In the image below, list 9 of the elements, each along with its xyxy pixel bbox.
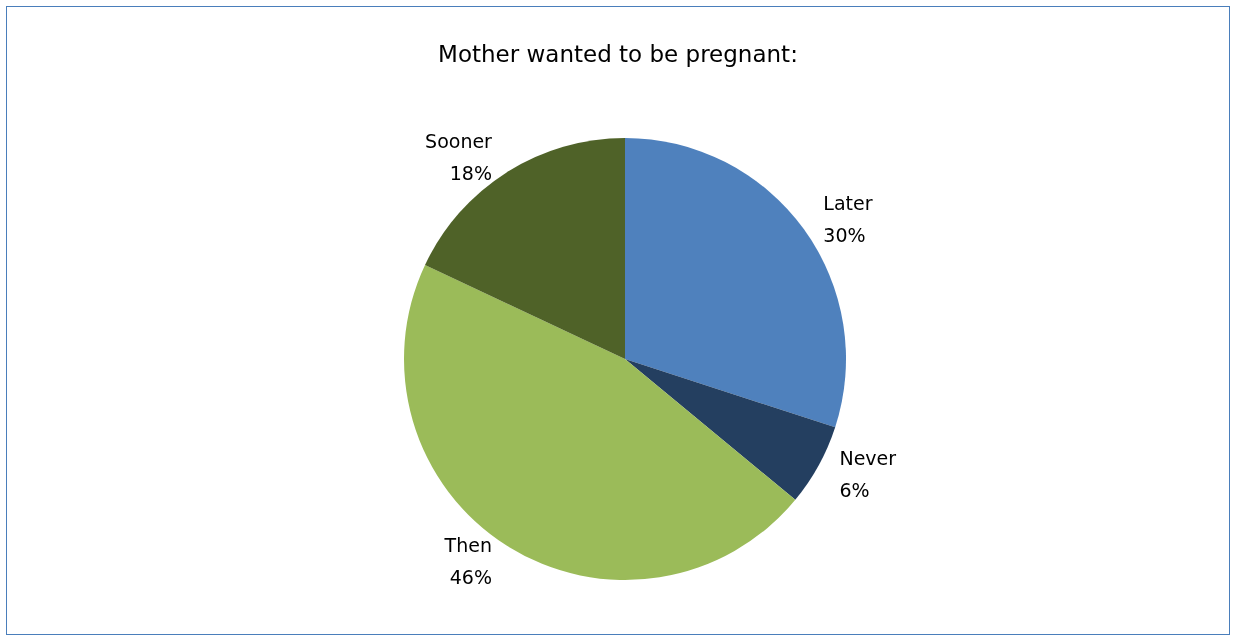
slice-label: Then bbox=[443, 533, 492, 556]
slice-label: Later bbox=[823, 191, 873, 214]
data-label: 30% bbox=[823, 223, 866, 246]
slice-label: Never bbox=[839, 447, 897, 470]
data-label: 18% bbox=[449, 162, 492, 185]
slice-label: Sooner bbox=[425, 130, 493, 153]
chart-title: Mother wanted to be pregnant: bbox=[438, 40, 798, 67]
data-label: 46% bbox=[449, 565, 492, 588]
data-label: 6% bbox=[839, 479, 870, 502]
